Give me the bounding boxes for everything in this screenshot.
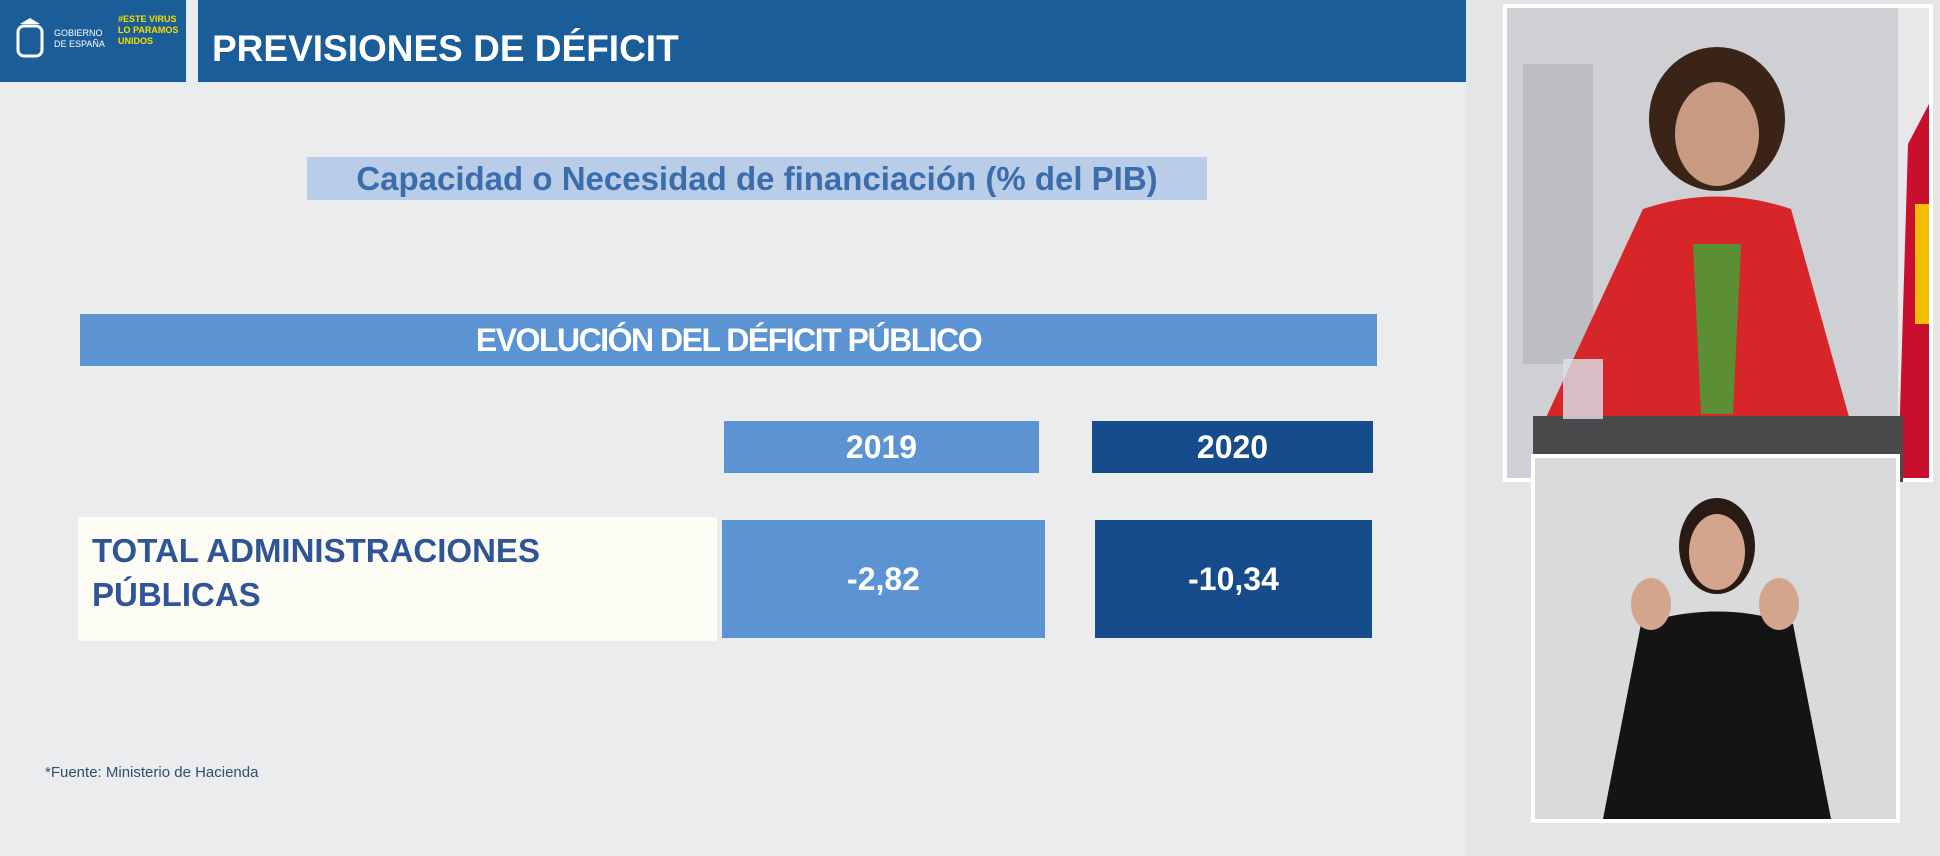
- table-title: EVOLUCIÓN DEL DÉFICIT PÚBLICO: [80, 314, 1377, 366]
- column-header: 2020: [1092, 421, 1373, 473]
- cell: -10,34: [1095, 520, 1372, 638]
- speaker-video: [1503, 4, 1933, 482]
- cell: -2,82: [722, 520, 1045, 638]
- column-header: 2019: [724, 421, 1039, 473]
- title-bar: [198, 0, 1466, 82]
- campaign-text: #ESTE VIRUS LO PARAMOS UNIDOS: [118, 14, 179, 46]
- row-label: TOTAL ADMINISTRACIONES PÚBLICAS: [78, 517, 717, 641]
- coat-of-arms: [16, 18, 44, 58]
- sign-language-video: [1531, 454, 1900, 823]
- subtitle: Capacidad o Necesidad de financiación (%…: [307, 157, 1207, 200]
- slide-title: PREVISIONES DE DÉFICIT: [212, 28, 679, 69]
- logo: [0, 0, 186, 82]
- logo-text: GOBIERNO DE ESPAÑA: [54, 28, 105, 49]
- footnote: *Fuente: Ministerio de Hacienda: [45, 764, 259, 781]
